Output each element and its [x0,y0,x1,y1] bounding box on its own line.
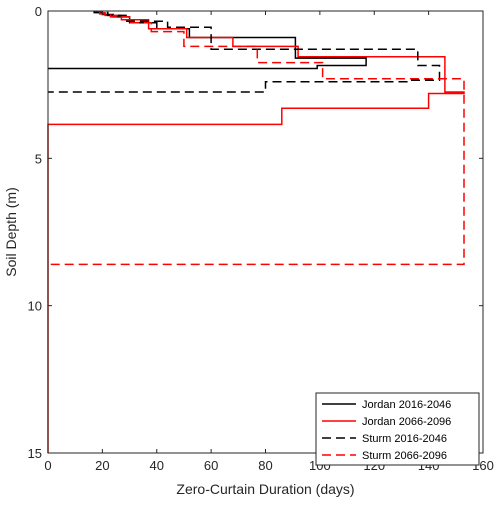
series-line-4 [48,11,465,266]
x-tick-label: 20 [95,458,109,473]
legend-box [315,392,480,466]
y-tick-label: 15 [28,446,42,461]
y-axis-title: Soil Depth (m) [3,187,19,276]
x-tick-label: 60 [204,458,218,473]
x-tick-label: 40 [150,458,164,473]
legend-label: Sturm 2016-2046 [362,433,447,445]
legend-label: Sturm 2066-2096 [362,450,447,462]
x-tick-label: 80 [258,458,272,473]
y-tick-label: 0 [35,4,42,19]
x-axis-title: Zero-Curtain Duration (days) [176,481,354,497]
plot-area [48,11,483,453]
y-tick-label: 10 [28,299,42,314]
legend-label: Jordan 2016-2046 [362,399,451,411]
x-tick-label: 0 [44,458,51,473]
legend-label: Jordan 2066-2096 [362,416,451,428]
y-tick-label: 5 [35,151,42,166]
legend: Jordan 2016-2046 Jordan 2066-2096 Sturm 20… [315,392,480,466]
series-line-3 [48,11,441,93]
